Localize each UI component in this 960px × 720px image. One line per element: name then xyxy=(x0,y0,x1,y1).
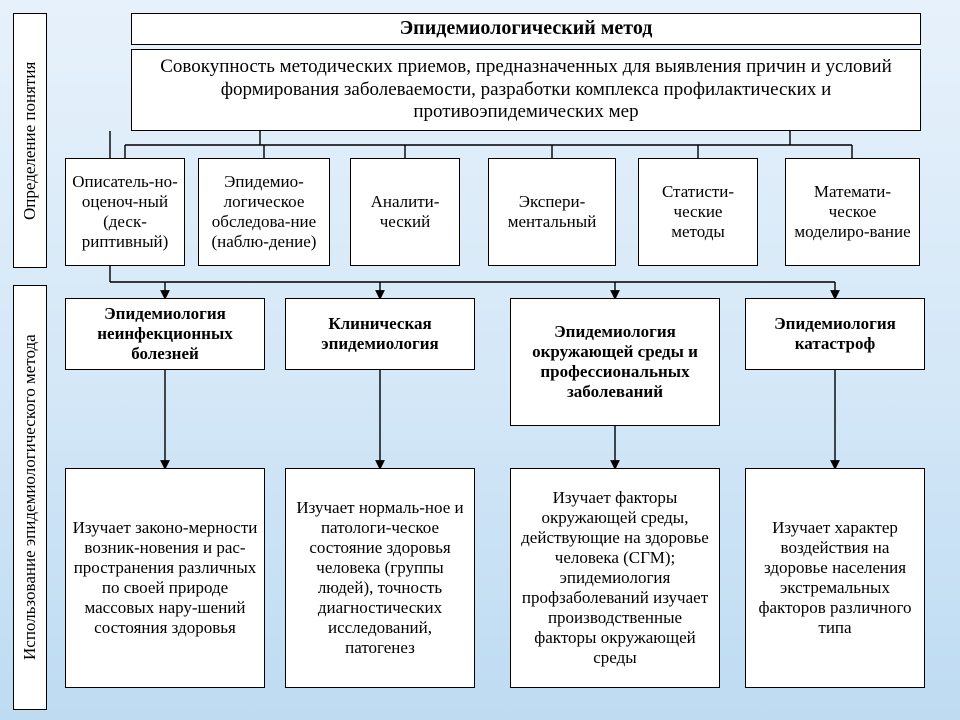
title-box: Эпидемиологический метод xyxy=(131,13,921,45)
desc-environment: Изучает факторы окружающей среды, действ… xyxy=(510,468,720,688)
method-descriptive: Описатель-но-оценоч-ный (деск-риптивный) xyxy=(65,158,185,266)
side-label-definition: Определение понятия xyxy=(13,13,47,268)
method-statistical: Статисти-ческие методы xyxy=(638,158,758,266)
side-label-usage: Использование эпидемиологического метода xyxy=(13,285,47,710)
category-noninfectious: Эпидемиология неинфекционных болезней xyxy=(65,298,265,370)
desc-catastrophe: Изучает характер воздействия на здоровье… xyxy=(745,468,925,688)
definition-box: Совокупность методических приемов, предн… xyxy=(131,49,921,131)
category-catastrophe: Эпидемиология катастроф xyxy=(745,298,925,370)
desc-clinical: Изучает нормаль-ное и патологи-ческое со… xyxy=(285,468,475,688)
desc-noninfectious: Изучает законо-мерности возник-новения и… xyxy=(65,468,265,688)
method-experimental: Экспери-ментальный xyxy=(488,158,616,266)
category-clinical: Клиническая эпидемиология xyxy=(285,298,475,370)
category-environment: Эпидемиология окружающей среды и професс… xyxy=(510,298,720,426)
method-modeling: Математи-ческое моделиро-вание xyxy=(785,158,920,266)
method-analytical: Аналити-ческий xyxy=(350,158,460,266)
method-surveillance: Эпидемио-логическое обследова-ние (наблю… xyxy=(198,158,330,266)
